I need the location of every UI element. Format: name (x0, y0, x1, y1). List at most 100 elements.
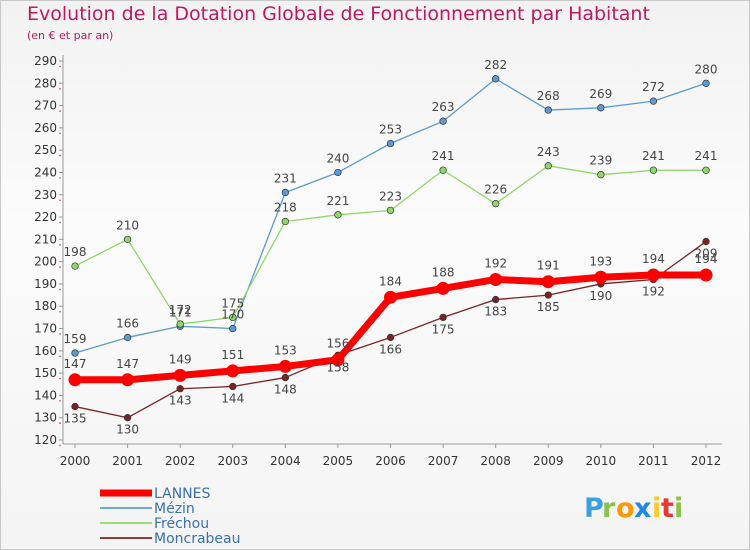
data-point (71, 262, 79, 270)
x-tick-label: 2004 (270, 454, 301, 468)
chart-title: Evolution de la Dotation Globale de Fonc… (27, 3, 650, 25)
y-minor-tick (59, 422, 61, 425)
y-minor-tick (59, 243, 61, 246)
data-label: 170 (221, 308, 244, 322)
data-point (229, 382, 237, 391)
data-point (123, 414, 132, 422)
data-point (229, 313, 237, 322)
data-labels-layer: 159 166 171 170 231 240 253 263 282 268 269 272 280 1… (64, 58, 718, 437)
y-tick-label: 280 (34, 76, 57, 90)
x-tick-label: 2003 (217, 454, 248, 468)
data-point (71, 349, 79, 357)
y-tick-label: 160 (34, 344, 57, 358)
data-label: 263 (432, 100, 455, 114)
data-label: 191 (537, 259, 560, 273)
data-point (121, 373, 135, 387)
data-label: 130 (116, 423, 139, 437)
data-label: 192 (642, 284, 665, 298)
data-point (649, 97, 658, 105)
data-label: 188 (432, 265, 455, 279)
data-point (541, 275, 555, 289)
data-label: 210 (116, 218, 139, 232)
data-label: 190 (589, 289, 612, 303)
data-label: 143 (169, 394, 192, 408)
data-point (649, 166, 658, 174)
series-layer (68, 75, 713, 422)
data-point (492, 75, 500, 83)
y-minor-tick (59, 154, 61, 157)
data-point (702, 79, 710, 87)
y-tick-label: 250 (34, 143, 57, 157)
logo-letter: x (634, 493, 651, 524)
data-label: 243 (537, 145, 560, 159)
data-point (278, 359, 292, 373)
logo-letter: t (661, 493, 674, 524)
data-label: 166 (379, 342, 402, 356)
data-point (386, 333, 395, 342)
data-point (226, 364, 240, 378)
data-label: 198 (64, 245, 87, 259)
data-label: 147 (64, 357, 87, 371)
data-label: 194 (695, 252, 718, 266)
y-minor-tick (59, 221, 61, 224)
logo-letter: r (602, 493, 616, 524)
y-tick-label: 140 (34, 388, 57, 402)
x-tick-label: 2011 (638, 454, 669, 468)
y-tick-label: 180 (34, 299, 57, 313)
data-label: 209 (695, 247, 718, 261)
y-minor-tick (59, 110, 61, 112)
logo-letter: o (616, 493, 635, 524)
data-point (123, 333, 132, 342)
y-minor-tick (59, 65, 61, 68)
x-tick-label: 2010 (586, 454, 617, 468)
data-label: 149 (169, 352, 192, 366)
y-tick-label: 290 (34, 54, 57, 68)
data-label: 171 (169, 305, 192, 319)
data-point (439, 166, 447, 174)
y-tick-label: 220 (34, 210, 57, 224)
data-label: 240 (326, 151, 349, 165)
data-point (384, 290, 397, 304)
data-point (123, 235, 132, 244)
data-label: 147 (116, 357, 139, 371)
y-minor-tick (59, 177, 61, 179)
data-label: 280 (695, 62, 718, 76)
data-point (544, 291, 552, 299)
data-label: 269 (589, 87, 612, 101)
y-tick-label: 200 (34, 255, 57, 269)
data-label: 226 (484, 183, 507, 197)
data-point (334, 211, 342, 219)
y-minor-tick (59, 310, 61, 313)
legend-label: LANNES (154, 486, 210, 502)
data-point (176, 385, 184, 393)
data-label: 272 (642, 80, 665, 94)
data-label: 241 (432, 149, 455, 163)
legend-label: Mézin (154, 501, 195, 517)
data-point (544, 106, 552, 114)
y-tick-label: 150 (34, 366, 57, 380)
data-label: 175 (221, 296, 244, 310)
data-point (229, 324, 237, 333)
data-label: 172 (169, 303, 192, 317)
data-point (439, 117, 447, 125)
x-tick-label: 2012 (691, 454, 722, 468)
y-minor-tick (59, 288, 61, 291)
data-label: 268 (537, 89, 560, 103)
data-point (386, 139, 395, 148)
y-tick-label: 210 (34, 232, 57, 246)
axes: 120 130 140 150 160 170 180 190 200 210 220 230 240 2… (34, 54, 722, 468)
data-label: 253 (379, 122, 402, 136)
data-point (331, 353, 345, 367)
y-tick-label: 170 (34, 322, 57, 336)
x-tick-label: 2001 (112, 454, 143, 468)
data-label: 282 (484, 58, 507, 72)
x-tick-label: 2009 (533, 454, 564, 468)
x-tick-label: 2008 (480, 454, 511, 468)
x-tick-label: 2006 (375, 454, 406, 468)
y-minor-tick (59, 132, 61, 135)
data-label: 192 (484, 256, 507, 270)
data-label: 166 (116, 316, 139, 330)
data-label: 175 (432, 322, 455, 336)
data-point (702, 166, 710, 174)
